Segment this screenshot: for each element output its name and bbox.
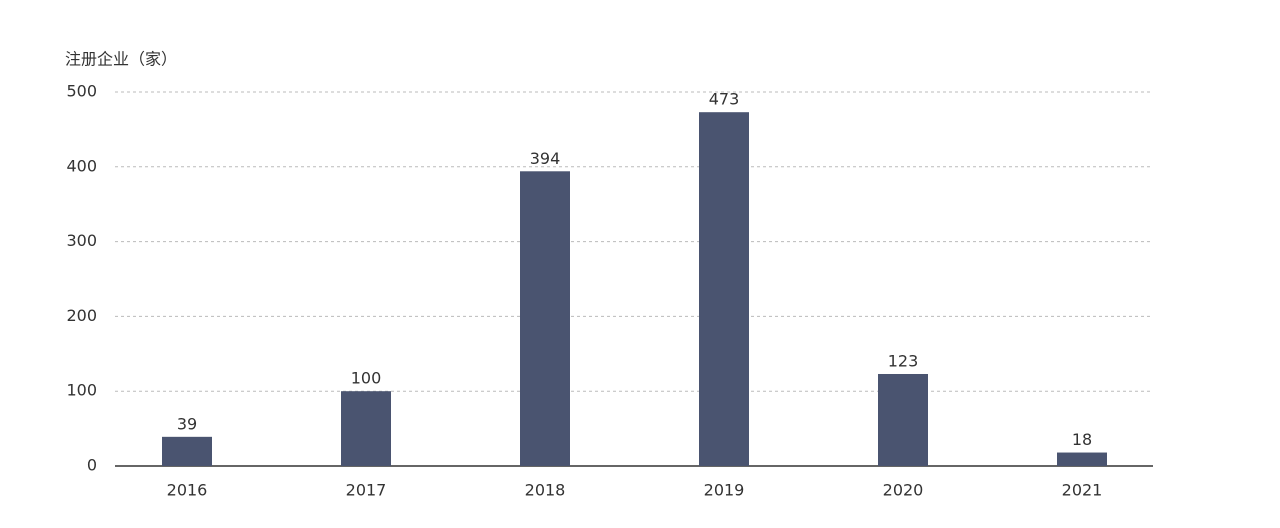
y-tick-label: 500 <box>66 82 97 101</box>
bar <box>341 391 391 466</box>
bar <box>878 373 928 466</box>
value-label: 18 <box>1072 430 1092 449</box>
y-axis-label: 注册企业（家） <box>65 50 177 69</box>
y-tick-label: 300 <box>66 231 97 250</box>
value-label: 39 <box>177 414 197 433</box>
bar <box>162 436 212 466</box>
x-tick-label: 2019 <box>704 481 745 500</box>
value-label: 473 <box>709 90 740 109</box>
x-tick-label: 2018 <box>525 481 566 500</box>
value-label: 123 <box>888 351 919 370</box>
x-tick-label: 2017 <box>346 481 387 500</box>
y-tick-label: 200 <box>66 306 97 325</box>
value-label: 394 <box>530 149 561 168</box>
x-tick-label: 2016 <box>167 481 208 500</box>
bar <box>520 171 570 466</box>
y-tick-label: 100 <box>66 381 97 400</box>
value-label: 100 <box>351 369 382 388</box>
x-tick-label: 2020 <box>883 481 924 500</box>
bar <box>699 112 749 467</box>
y-tick-label: 0 <box>87 456 97 475</box>
y-tick-label: 400 <box>66 156 97 175</box>
bar <box>1057 452 1107 466</box>
x-tick-label: 2021 <box>1062 481 1103 500</box>
